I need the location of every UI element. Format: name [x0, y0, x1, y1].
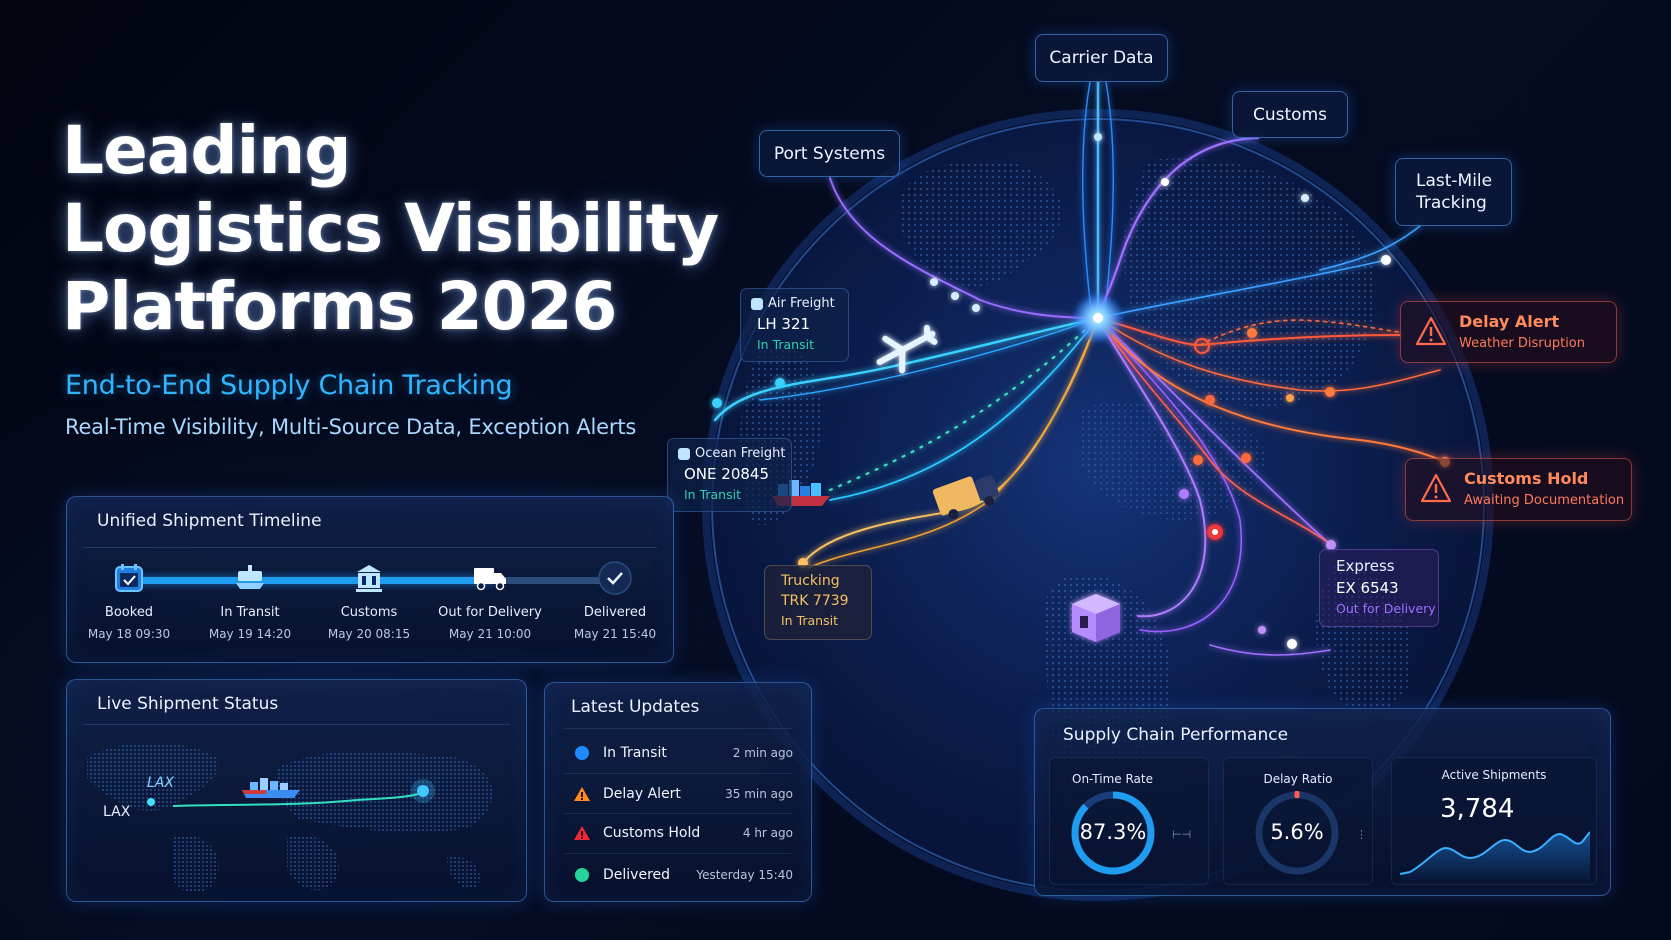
ocean-freight-icon [678, 447, 690, 460]
legend-glyph-icon: ⊢⊣ [1172, 828, 1192, 841]
customs-source-label[interactable]: Customs [1232, 91, 1348, 138]
warning-triangle-icon [1415, 316, 1447, 346]
title-line-1: Leading [62, 112, 351, 189]
shipment-status: In Transit [781, 613, 838, 628]
shipment-status: Out for Delivery [1336, 601, 1436, 616]
timeline-step-in-transit[interactable]: In Transit May 19 14:20 [195, 561, 305, 641]
timeline-step-booked[interactable]: Booked May 18 09:30 [74, 561, 184, 641]
divider [83, 547, 657, 548]
shipment-id: LH 321 [757, 315, 811, 333]
calendar-check-icon [112, 561, 146, 595]
alert-detail: Awaiting Documentation [1464, 493, 1625, 508]
on-time-value: 87.3% [1079, 820, 1147, 844]
divider [83, 724, 510, 725]
alert-title: Delay Alert [1459, 312, 1560, 331]
on-time-gauge [1071, 791, 1155, 875]
warning-triangle-icon [1420, 473, 1452, 503]
green-dot-icon [573, 866, 591, 884]
map-pin-icon [1212, 529, 1218, 535]
panel-title: Live Shipment Status [97, 694, 279, 714]
shipment-card-ocean[interactable]: Ocean Freight ONE 20845 In Transit [667, 438, 792, 512]
shipment-id: EX 6543 [1336, 579, 1399, 597]
shipment-timeline-panel: Unified Shipment Timeline Booked May 18 … [66, 496, 674, 663]
update-item[interactable]: In Transit 2 min ago [563, 733, 793, 773]
subtitle: End-to-End Supply Chain Tracking [65, 370, 513, 401]
timeline-step-customs[interactable]: Customs May 20 08:15 [314, 561, 424, 641]
active-shipments-card[interactable]: Active Shipments 3,784 [1391, 757, 1597, 885]
shipment-status: In Transit [757, 337, 814, 352]
update-item[interactable]: Delivered Yesterday 15:40 [563, 855, 793, 895]
warning-orange-icon [573, 785, 591, 803]
blue-dot-icon [573, 744, 591, 762]
cargo-ship-icon [242, 778, 300, 798]
customs-building-icon [352, 561, 386, 595]
check-circle-icon [598, 561, 632, 595]
panel-title: Latest Updates [571, 697, 700, 717]
customs-hold-card[interactable]: Customs Hold Awaiting Documentation [1405, 458, 1632, 521]
delay-ratio-gauge [1255, 791, 1339, 875]
last-mile-tracking-label[interactable]: Last-Mile Tracking [1395, 158, 1512, 226]
shipment-card-express[interactable]: Express EX 6543 Out for Delivery [1319, 549, 1439, 627]
shipment-card-air[interactable]: Air Freight LH 321 In Transit [740, 288, 849, 362]
warning-red-icon [573, 824, 591, 842]
delay-ratio-card[interactable]: Delay Ratio 5.6% ⋮ [1223, 757, 1373, 885]
panel-title: Supply Chain Performance [1063, 725, 1289, 745]
origin-label: LAX [147, 775, 174, 791]
update-item[interactable]: Customs Hold 4 hr ago [563, 813, 793, 853]
title-line-3: Platforms 2026 [62, 268, 617, 345]
update-item[interactable]: Delay Alert 35 min ago [563, 774, 793, 814]
live-shipment-status-panel: Live Shipment Status LAX LAX [66, 679, 527, 902]
latest-updates-panel: Latest Updates In Transit 2 min ago Dela… [544, 682, 812, 902]
port-systems-label[interactable]: Port Systems [759, 130, 900, 177]
package-box-icon [1072, 594, 1120, 642]
timeline-step-delivered[interactable]: Delivered May 21 15:40 [560, 561, 670, 641]
legend-glyph-icon: ⋮ [1356, 828, 1367, 841]
airplane-icon [876, 324, 938, 374]
title-line-2: Logistics Visibility [62, 190, 719, 267]
on-time-rate-card[interactable]: On-Time Rate 87.3% ⊢⊣ [1049, 757, 1209, 885]
shipment-status: In Transit [684, 487, 741, 502]
truck-icon [932, 475, 999, 520]
truck-icon [473, 561, 507, 595]
shipment-id: ONE 20845 [684, 465, 769, 483]
panel-title: Unified Shipment Timeline [97, 511, 322, 531]
delay-ratio-value: 5.6% [1270, 820, 1324, 844]
shipment-id: TRK 7739 [781, 593, 849, 609]
active-shipments-value: 3,784 [1440, 794, 1515, 824]
ship-icon [233, 561, 267, 595]
shipment-card-trucking[interactable]: Trucking TRK 7739 In Transit [764, 565, 872, 640]
tagline: Real-Time Visibility, Multi-Source Data,… [65, 415, 637, 439]
timeline-step-out-for-delivery[interactable]: Out for Delivery May 21 10:00 [435, 561, 545, 641]
page-title: Leading Logistics Visibility Platforms 2… [62, 112, 722, 346]
origin-label: LAX [103, 804, 131, 820]
supply-chain-performance-panel: Supply Chain Performance On-Time Rate 87… [1034, 708, 1611, 896]
delay-alert-card[interactable]: Delay Alert Weather Disruption [1400, 301, 1617, 363]
timeline-track [129, 577, 615, 584]
air-freight-icon [751, 297, 763, 310]
alert-detail: Weather Disruption [1459, 336, 1586, 351]
carrier-data-label[interactable]: Carrier Data [1035, 34, 1168, 82]
world-map[interactable] [77, 728, 517, 898]
alert-title: Customs Hold [1464, 469, 1589, 488]
active-shipments-sparkline [1400, 831, 1590, 880]
